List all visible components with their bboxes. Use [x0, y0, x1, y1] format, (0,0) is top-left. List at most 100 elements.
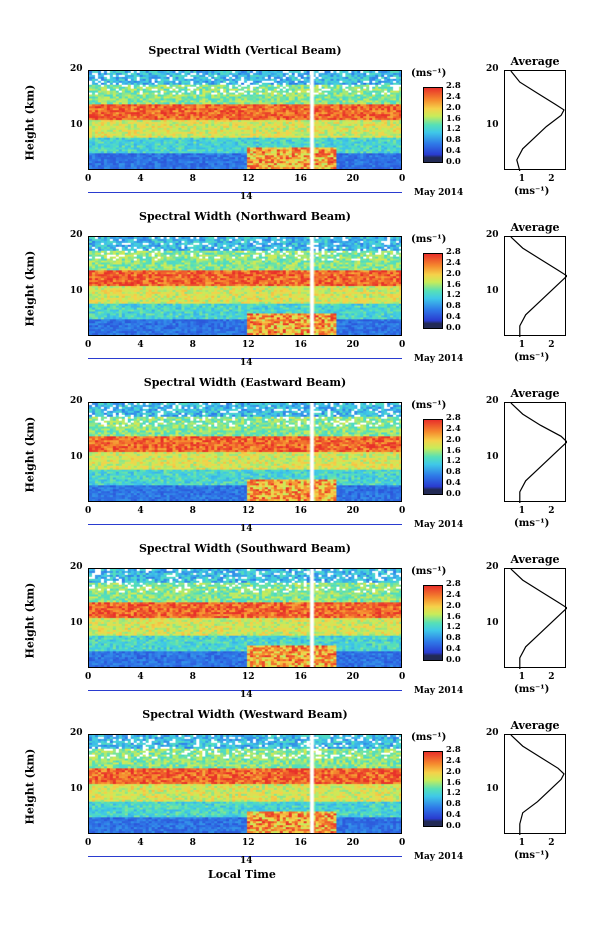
x-tick-label: 8: [189, 506, 196, 516]
colorbar-tick-label: 1.6: [446, 279, 461, 290]
month-label: May 2014: [414, 354, 464, 364]
colorbar-tick-label: 0.4: [446, 644, 461, 655]
x-tick-label: 16: [294, 672, 307, 682]
date-label: 14: [240, 690, 253, 700]
x-axis-label: Local Time: [208, 868, 276, 881]
colorbar-tick-label: 0.8: [446, 799, 461, 810]
average-profile-svg: [510, 403, 567, 503]
colorbar-tick-label: 2.0: [446, 268, 461, 279]
x-tick-label: 16: [294, 340, 307, 350]
date-line: [88, 358, 402, 359]
colorbar-tick-label: 0.4: [446, 312, 461, 323]
date-label: 14: [240, 358, 253, 368]
x-tick-label: 4: [137, 672, 144, 682]
average-x-tick-label: 1: [518, 506, 525, 516]
x-tick-label: 12: [242, 340, 255, 350]
colorbar-tick-label: 1.6: [446, 611, 461, 622]
colorbar-tick-label: 0.4: [446, 810, 461, 821]
average-y-tick-label: 10: [486, 617, 499, 628]
month-label: May 2014: [414, 852, 464, 862]
heatmap-panel: [88, 402, 402, 502]
x-tick-label: 12: [242, 838, 255, 848]
average-panel: [504, 236, 567, 337]
x-tick-label: 12: [242, 174, 255, 184]
average-x-tick-label: 2: [548, 672, 555, 682]
average-y-tick-label: 20: [486, 230, 499, 240]
average-x-label: (ms⁻¹): [514, 518, 550, 529]
average-panel: [504, 734, 566, 835]
colorbar: [423, 585, 443, 661]
y-tick-label: 20: [70, 728, 83, 738]
date-label: 14: [240, 524, 253, 534]
colorbar-tick-label: 2.0: [446, 102, 461, 113]
average-profile-line: [510, 71, 565, 171]
x-tick-label: 16: [294, 174, 307, 184]
colorbar-tick-label: 0.8: [446, 135, 461, 146]
x-tick-label: 4: [137, 506, 144, 516]
x-tick-label: 8: [189, 838, 196, 848]
colorbar-tick-label: 0.4: [446, 146, 461, 157]
x-tick-label: 12: [242, 506, 255, 516]
x-tick-label: 12: [242, 672, 255, 682]
y-axis-label: Height (km): [23, 582, 37, 659]
x-tick-label: 0: [399, 838, 406, 848]
x-tick-label: 20: [346, 838, 360, 848]
average-x-tick-label: 1: [518, 174, 525, 184]
colorbar-tick-label: 2.8: [446, 81, 461, 91]
month-label: May 2014: [414, 520, 464, 530]
average-y-tick-label: 20: [486, 562, 499, 572]
date-line: [88, 524, 402, 525]
month-label: May 2014: [414, 686, 464, 696]
x-tick-label: 8: [189, 340, 196, 350]
x-tick-label: 0: [85, 838, 92, 848]
y-axis-label: Height (km): [23, 416, 37, 493]
colorbar-tick-label: 0.4: [446, 478, 461, 489]
y-tick-label: 10: [70, 451, 83, 462]
colorbar-tick-label: 0.8: [446, 301, 461, 312]
average-panel: [504, 568, 567, 669]
colorbar-tick-label: 2.8: [446, 413, 461, 423]
x-tick-label: 0: [85, 506, 92, 516]
heatmap-panel: [88, 734, 402, 834]
average-y-tick-label: 20: [486, 728, 499, 738]
date-row: [88, 852, 402, 862]
colorbar-tick-label: 2.4: [446, 755, 461, 766]
colorbar-tick-label: 1.2: [446, 788, 461, 799]
average-y-tick-label: 10: [486, 119, 499, 130]
chart-title: Spectral Width (Vertical Beam): [148, 44, 342, 57]
average-x-tick-label: 1: [518, 838, 525, 848]
average-title: Average: [510, 221, 560, 234]
average-panel: [504, 70, 566, 171]
x-tick-label: 20: [346, 506, 360, 516]
colorbar-tick-label: 0.0: [446, 323, 461, 333]
colorbar-tick-label: 2.4: [446, 257, 461, 268]
average-title: Average: [510, 553, 560, 566]
average-y-tick-label: 10: [486, 451, 499, 462]
colorbar-label: (ms⁻¹): [411, 234, 447, 245]
colorbar-tick-label: 2.4: [446, 589, 461, 600]
colorbar-tick-label: 1.2: [446, 622, 461, 633]
average-x-tick-label: 2: [548, 506, 555, 516]
average-y-tick-label: 10: [486, 783, 499, 794]
y-tick-label: 20: [70, 562, 83, 572]
x-tick-label: 20: [346, 340, 360, 350]
heatmap-panel: [88, 568, 402, 668]
chart-title: Spectral Width (Northward Beam): [139, 210, 351, 223]
colorbar: [423, 87, 443, 163]
x-tick-label: 16: [294, 506, 307, 516]
x-tick-label: 0: [399, 506, 406, 516]
average-title: Average: [510, 55, 560, 68]
colorbar-tick-label: 0.8: [446, 633, 461, 644]
colorbar-label: (ms⁻¹): [411, 68, 447, 79]
average-panel: [504, 402, 567, 503]
heatmap-panel: [88, 70, 402, 170]
average-y-tick-label: 20: [486, 396, 499, 406]
y-tick-label: 20: [70, 64, 83, 74]
x-tick-label: 0: [85, 174, 92, 184]
average-x-tick-label: 2: [548, 174, 555, 184]
y-tick-label: 20: [70, 230, 83, 240]
average-y-tick-label: 20: [486, 64, 499, 74]
colorbar: [423, 751, 443, 827]
colorbar-tick-label: 2.4: [446, 423, 461, 434]
